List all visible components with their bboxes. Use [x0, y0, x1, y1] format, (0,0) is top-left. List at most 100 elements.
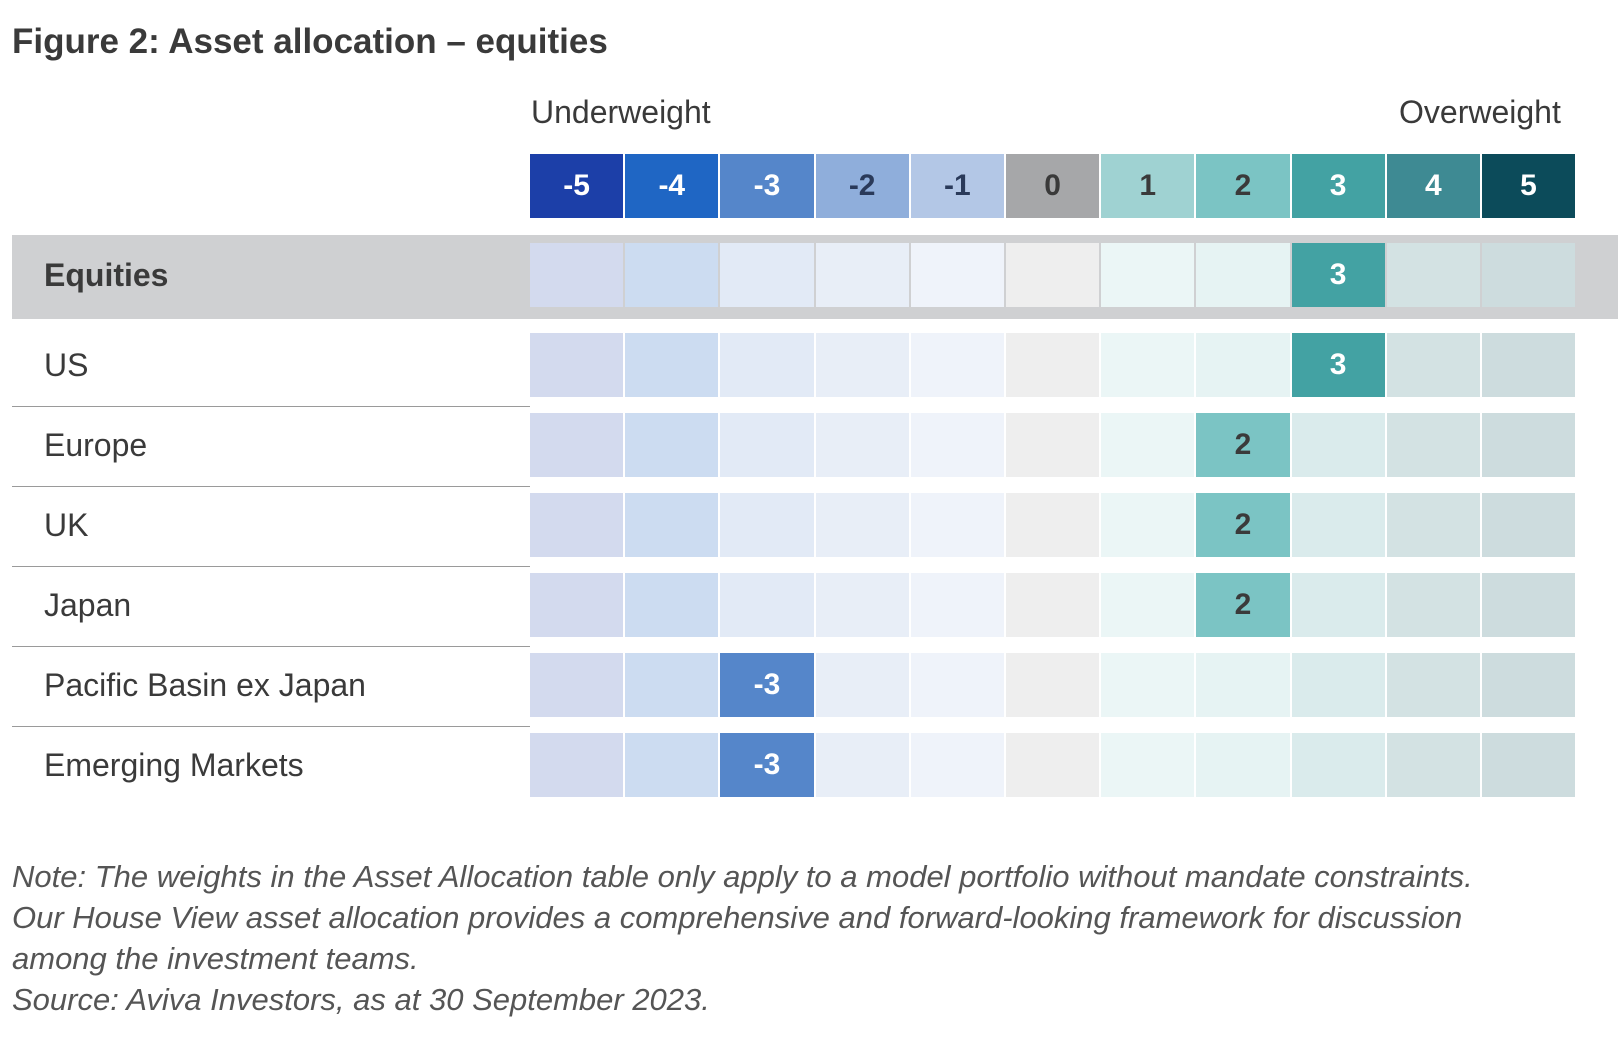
track-cell — [1005, 413, 1100, 477]
row-label: UK — [44, 507, 89, 543]
track-cell — [1481, 493, 1576, 557]
notes: Note: The weights in the Asset Allocatio… — [12, 856, 1612, 1020]
row-separator — [12, 646, 530, 647]
allocation-value-cell: 2 — [1196, 493, 1290, 557]
row-cells: 3 — [530, 243, 1576, 307]
track-cell — [720, 573, 814, 637]
track-cell — [1005, 733, 1100, 797]
underweight-label: Underweight — [531, 94, 711, 130]
scale-cell: 3 — [1291, 154, 1385, 218]
track-cell — [530, 243, 624, 307]
track-cell — [1196, 243, 1290, 307]
track-cell — [1101, 413, 1195, 477]
track-cell — [1291, 573, 1385, 637]
row-cells: 2 — [530, 573, 1576, 637]
allocation-value-cell: 2 — [1196, 413, 1290, 477]
scale-cell: -5 — [530, 154, 624, 218]
track-cell — [910, 333, 1004, 397]
note-line: among the investment teams. — [12, 941, 419, 976]
track-cell — [1101, 493, 1195, 557]
track-cell — [910, 493, 1004, 557]
row-separator — [12, 566, 530, 567]
track-cell — [1291, 653, 1385, 717]
track-cell — [1481, 653, 1576, 717]
track-cell — [1101, 243, 1195, 307]
track-cell — [910, 243, 1004, 307]
track-cell — [1291, 733, 1385, 797]
track-cell — [625, 413, 719, 477]
track-cell — [815, 243, 909, 307]
allocation-value-cell: -3 — [720, 653, 814, 717]
row-cells: -3 — [530, 653, 1576, 717]
track-cell — [625, 333, 719, 397]
track-cell — [1101, 733, 1195, 797]
track-cell — [530, 653, 624, 717]
row-separator — [12, 486, 530, 487]
row-label: US — [44, 347, 89, 383]
track-cell — [1005, 243, 1100, 307]
allocation-value-cell: 3 — [1291, 333, 1385, 397]
row-cells: 3 — [530, 333, 1576, 397]
track-cell — [1196, 733, 1290, 797]
track-cell — [1386, 493, 1480, 557]
track-cell — [1386, 653, 1480, 717]
track-cell — [1386, 243, 1480, 307]
row-cells: -3 — [530, 733, 1576, 797]
row-cells: 2 — [530, 493, 1576, 557]
track-cell — [720, 493, 814, 557]
row-label: Equities — [44, 257, 169, 293]
track-cell — [1481, 733, 1576, 797]
track-cell — [1386, 573, 1480, 637]
track-cell — [720, 413, 814, 477]
track-cell — [1196, 333, 1290, 397]
row-label: Emerging Markets — [44, 747, 304, 783]
track-cell — [910, 733, 1004, 797]
note-line: Note: The weights in the Asset Allocatio… — [12, 859, 1473, 894]
track-cell — [910, 413, 1004, 477]
track-cell — [1196, 653, 1290, 717]
track-cell — [530, 573, 624, 637]
scale-cell: -3 — [720, 154, 814, 218]
track-cell — [530, 493, 624, 557]
row-label: Japan — [44, 587, 132, 623]
track-cell — [815, 413, 909, 477]
track-cell — [1101, 333, 1195, 397]
track-cell — [815, 653, 909, 717]
scale-cell: 0 — [1005, 154, 1100, 218]
track-cell — [910, 653, 1004, 717]
overweight-label: Overweight — [1399, 94, 1561, 130]
track-cell — [815, 493, 909, 557]
row-separator — [12, 726, 530, 727]
track-cell — [625, 493, 719, 557]
track-cell — [1291, 493, 1385, 557]
track-cell — [530, 333, 624, 397]
track-cell — [625, 573, 719, 637]
track-cell — [1101, 653, 1195, 717]
track-cell — [1481, 333, 1576, 397]
chart-title: Figure 2: Asset allocation – equities — [12, 22, 608, 61]
track-cell — [720, 333, 814, 397]
allocation-value-cell: -3 — [720, 733, 814, 797]
scale-cell: 2 — [1196, 154, 1290, 218]
track-cell — [1386, 333, 1480, 397]
scale-cell: -1 — [910, 154, 1004, 218]
track-cell — [1101, 573, 1195, 637]
track-cell — [1005, 493, 1100, 557]
source-line: Source: Aviva Investors, as at 30 Septem… — [12, 982, 710, 1017]
scale-cell: 1 — [1101, 154, 1195, 218]
track-cell — [815, 333, 909, 397]
row-separator — [12, 406, 530, 407]
track-cell — [1386, 413, 1480, 477]
note-line: Our House View asset allocation provides… — [12, 900, 1463, 935]
track-cell — [910, 573, 1004, 637]
track-cell — [1005, 573, 1100, 637]
track-cell — [1481, 573, 1576, 637]
weight-scale: -5 -4 -3 -2 -1 0 1 2 3 4 5 — [530, 154, 1576, 218]
track-cell — [1481, 243, 1576, 307]
track-cell — [1481, 413, 1576, 477]
track-cell — [815, 573, 909, 637]
scale-cell: 5 — [1481, 154, 1576, 218]
scale-cell: -2 — [815, 154, 909, 218]
track-cell — [1291, 413, 1385, 477]
row-cells: 2 — [530, 413, 1576, 477]
